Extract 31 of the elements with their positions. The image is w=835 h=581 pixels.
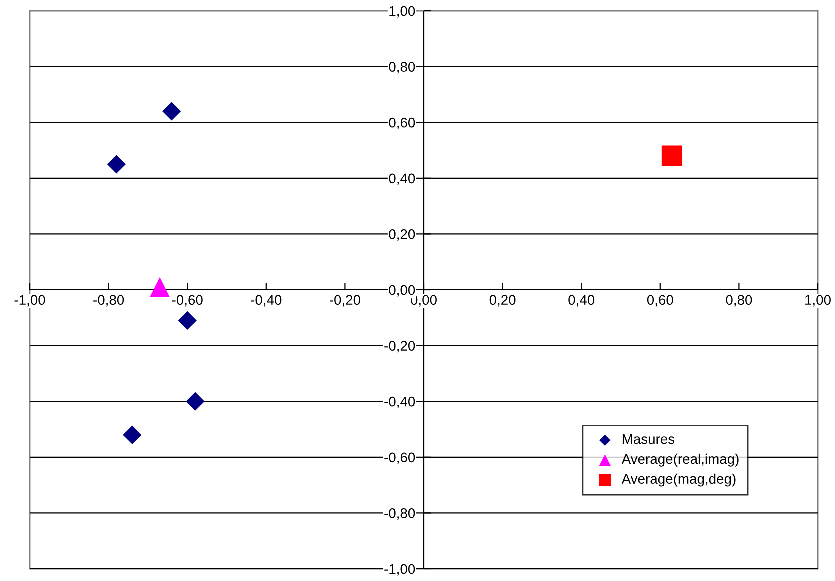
x-tick-label: 0,60 bbox=[647, 295, 674, 307]
y-tick-label: -0,60 bbox=[384, 452, 416, 464]
legend-label: Average(mag,deg) bbox=[622, 474, 736, 487]
x-tick-label: 0,40 bbox=[568, 295, 595, 307]
legend-label: Average(real,imag) bbox=[622, 454, 739, 467]
x-tick-label: 1,00 bbox=[806, 295, 831, 307]
x-tick-label: 0,80 bbox=[726, 295, 752, 307]
y-tick-label: 0,40 bbox=[389, 174, 416, 186]
y-tick-label: 0,20 bbox=[389, 230, 416, 242]
x-tick-label: -0,80 bbox=[94, 295, 124, 307]
point bbox=[178, 311, 197, 330]
y-tick-label: 0,00 bbox=[389, 285, 416, 297]
point bbox=[123, 426, 142, 444]
y-tick-label: -0,80 bbox=[384, 508, 416, 520]
y-tick-label: -0,20 bbox=[384, 341, 416, 353]
point bbox=[107, 155, 126, 174]
point bbox=[162, 102, 182, 121]
y-tick-label: -0,40 bbox=[384, 396, 416, 408]
y-tick-label: 1,00 bbox=[390, 6, 416, 18]
x-tick-label: -0,20 bbox=[330, 295, 360, 307]
x-tick-label: -0,40 bbox=[251, 295, 282, 307]
y-tick-label: -1,00 bbox=[384, 564, 416, 576]
point bbox=[662, 146, 683, 166]
x-tick-label: -1,00 bbox=[14, 295, 46, 307]
point bbox=[150, 277, 170, 298]
legend-label: Masures bbox=[622, 434, 675, 444]
x-tick-label: -0,60 bbox=[172, 295, 203, 307]
x-tick-label: 0,20 bbox=[490, 295, 516, 307]
y-tick-label: 0,60 bbox=[389, 118, 416, 130]
point bbox=[186, 392, 205, 411]
y-tick-label: 0,80 bbox=[389, 62, 416, 74]
